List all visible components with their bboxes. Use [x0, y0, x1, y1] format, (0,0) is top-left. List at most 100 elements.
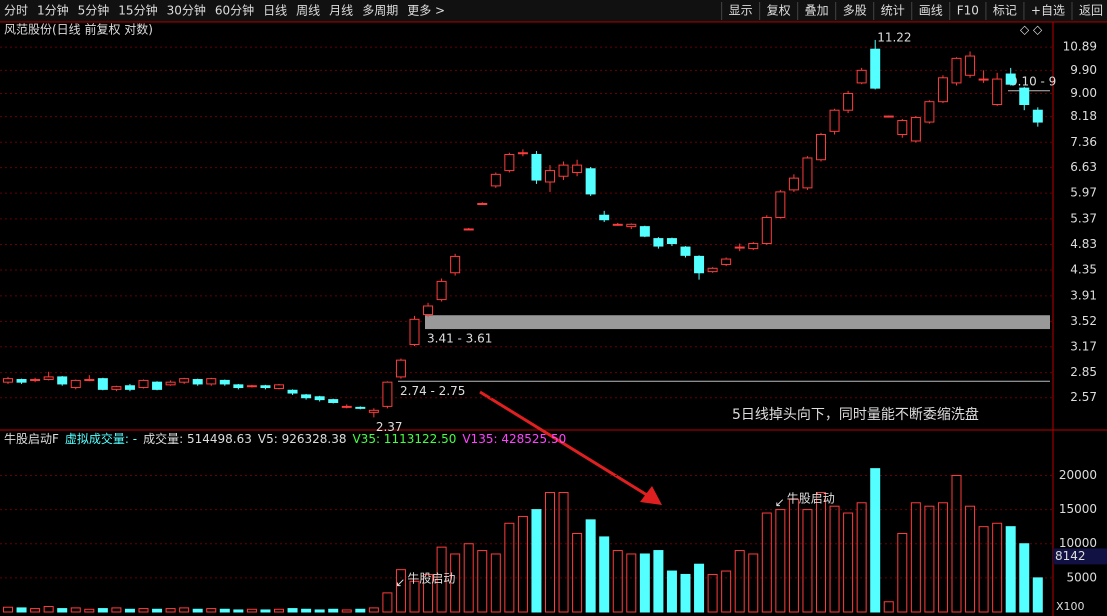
candle-body: [734, 246, 745, 249]
toolbar-button[interactable]: 叠加: [805, 4, 829, 18]
volume-bar: [124, 608, 135, 613]
volume-bar: [463, 543, 474, 613]
volume-bar: [368, 607, 379, 613]
toolbar-button[interactable]: 统计: [881, 4, 905, 18]
volume-bar: [423, 573, 434, 613]
volume-bar: [70, 607, 81, 613]
volume-bar: [179, 607, 190, 613]
volume-bar: [639, 553, 650, 613]
volume-bar: [761, 512, 772, 613]
volume-bar: [138, 608, 149, 613]
volume-bar: [30, 608, 41, 613]
volume-bar: [734, 550, 745, 613]
toolbar-button[interactable]: 更多 >: [407, 4, 445, 18]
volume-bar: [599, 536, 610, 613]
volume-bar: [612, 550, 623, 613]
candle-body: [883, 115, 894, 118]
volume-bar: [274, 608, 284, 613]
signal-arrow: ↙: [775, 496, 785, 510]
candle-body: [395, 359, 406, 378]
volume-bar: [721, 570, 732, 613]
toolbar-button[interactable]: 30分钟: [167, 3, 206, 18]
toolbar-button[interactable]: 60分钟: [215, 3, 254, 18]
y-tick-label: 15000: [1059, 502, 1097, 516]
volume-bar: [314, 609, 325, 613]
candle-body: [788, 177, 799, 191]
candle-body: [84, 379, 95, 382]
toolbar-button[interactable]: 返回: [1079, 4, 1103, 18]
volume-bar: [829, 505, 840, 613]
y-tick-label: 7.36: [1070, 135, 1097, 149]
volume-bar: [97, 608, 108, 613]
candle-body: [423, 305, 434, 316]
toolbar-button[interactable]: 复权: [767, 4, 791, 18]
volume-bar: [341, 609, 352, 613]
volume-bar: [978, 526, 989, 613]
toolbar-button[interactable]: 标记: [993, 4, 1017, 18]
volume-bar: [748, 553, 759, 613]
candle-body: [246, 385, 257, 388]
toolbar-button[interactable]: 多周期: [362, 4, 398, 18]
toolbar-button[interactable]: 5分钟: [78, 3, 110, 18]
icon[interactable]: ◇ ◇: [1020, 23, 1043, 37]
candle-body: [1005, 73, 1016, 85]
toolbar-button[interactable]: 周线: [296, 4, 320, 18]
y-tick-label: 5000: [1066, 570, 1097, 584]
candle-body: [585, 168, 596, 195]
volume-bar: [206, 608, 217, 613]
volume-bar: [666, 570, 677, 613]
toolbar-button[interactable]: 月线: [329, 4, 353, 18]
toolbar-button[interactable]: +自选: [1031, 4, 1065, 18]
volume-bar: [870, 468, 881, 613]
y-tick-label: 5.37: [1070, 211, 1097, 225]
current-volume-box: [1053, 548, 1107, 565]
volume-bar: [531, 509, 542, 613]
candle-body: [924, 101, 935, 123]
volume-bar: [937, 502, 948, 613]
candle-body: [856, 69, 867, 84]
virtual-volume: 虚拟成交量: -: [65, 431, 137, 446]
candle-body: [897, 120, 908, 136]
volume-bar: [883, 601, 894, 613]
y-tick-label: 2.85: [1070, 365, 1097, 379]
y-tick-label: 3.52: [1070, 314, 1097, 328]
volume-bar: [152, 608, 163, 613]
candle-body: [16, 379, 27, 383]
y-tick-label: 20000: [1059, 468, 1097, 482]
toolbar-button[interactable]: 显示: [729, 4, 753, 18]
volume-bar: [924, 505, 935, 613]
arrow-head: [640, 486, 662, 505]
volume-bar: [301, 608, 312, 613]
candle-body: [341, 405, 352, 408]
toolbar-button[interactable]: 1分钟: [37, 3, 69, 18]
volume-bar: [1005, 526, 1016, 613]
toolbar-button[interactable]: 多股: [843, 4, 867, 18]
candle-body: [355, 406, 366, 409]
candle-body: [910, 117, 921, 142]
volume-bar: [788, 498, 799, 613]
toolbar-button[interactable]: F10: [957, 4, 979, 18]
candle-body: [260, 385, 271, 389]
toolbar-button[interactable]: 分时: [4, 4, 28, 18]
volume-bar: [694, 563, 705, 613]
volume-bar: [3, 606, 13, 613]
chart-header: 风范股份(日线 前复权 对数): [4, 22, 153, 37]
candle-body: [978, 78, 989, 81]
volume-bar: [517, 515, 528, 613]
signal-arrow: ↙: [395, 575, 405, 589]
y-tick-label: 4.35: [1070, 262, 1097, 276]
volume-bar: [84, 608, 95, 613]
candle-body: [572, 164, 583, 173]
volume-bar: [504, 522, 515, 613]
toolbar-button[interactable]: 15分钟: [118, 3, 157, 18]
y-tick-label: 9.00: [1070, 86, 1097, 100]
y-tick-label: 9.90: [1070, 63, 1097, 77]
toolbar-button[interactable]: 画线: [919, 4, 943, 18]
toolbar-button[interactable]: 日线: [263, 4, 287, 18]
candle-body: [870, 48, 881, 89]
candle-body: [287, 389, 298, 394]
candle-body: [694, 255, 705, 274]
candle-body: [301, 394, 312, 399]
volume-bar: [951, 474, 962, 613]
volume-bar: [775, 509, 786, 613]
